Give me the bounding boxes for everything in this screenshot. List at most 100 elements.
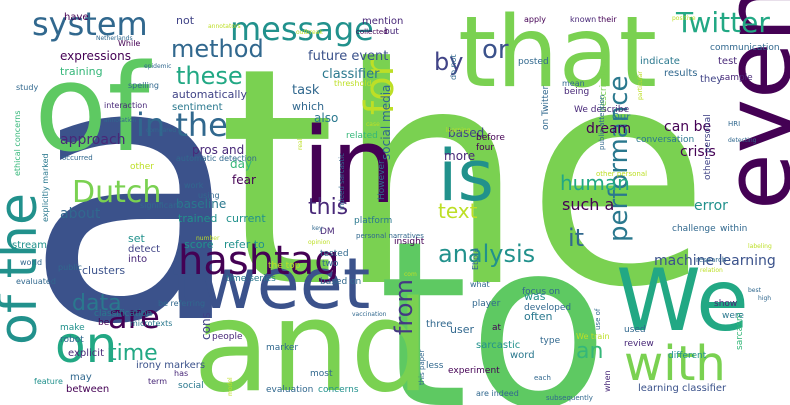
word-people: people	[212, 332, 243, 342]
word-feature: feature	[34, 377, 63, 386]
word-for: for	[357, 59, 403, 115]
word-score: score	[184, 238, 214, 251]
word-be-referring: be referring	[158, 299, 205, 308]
word-are: are	[108, 298, 160, 336]
word-to: to	[378, 193, 609, 405]
word-about: about	[60, 206, 101, 222]
word-classifier: classifier	[322, 67, 380, 82]
word-sample: sample	[720, 73, 753, 83]
word-results: results	[664, 68, 698, 79]
word-crisis: crisis	[680, 144, 716, 160]
word-performance: performance	[604, 75, 634, 242]
word-based-on: based on	[320, 277, 361, 287]
word-indeed-sarcastic: indeed sarcastic	[338, 153, 346, 210]
word-this-paper: this paper	[418, 350, 426, 385]
word-tweet: tweet	[172, 243, 370, 325]
word-at: at	[492, 323, 502, 333]
word-posted: posted	[518, 57, 549, 67]
word-social-media: social media	[379, 85, 393, 160]
word-public: public	[58, 263, 82, 272]
word-by: by	[434, 48, 463, 76]
word-type: type	[540, 336, 561, 346]
word-compared: compared	[146, 127, 176, 134]
word-is: is	[438, 135, 494, 217]
word-explicitly-marked: explicitly marked	[41, 153, 50, 222]
word-apply: apply	[524, 15, 546, 24]
word-detect: detect	[128, 244, 160, 255]
word-communication: communication	[710, 43, 780, 53]
word-not: not	[176, 14, 195, 27]
word-other-personal-2: other personal	[596, 170, 647, 178]
word-from: from	[390, 279, 418, 335]
word-a: a	[24, 0, 245, 403]
word-when: when	[603, 370, 612, 392]
word-challenge: challenge	[672, 224, 716, 234]
word-sarcastic: sarcastic	[476, 340, 520, 351]
word-show: show	[714, 299, 737, 309]
word-DM: DM	[320, 227, 335, 237]
word-most: most	[310, 369, 333, 379]
word-used: used	[624, 325, 646, 335]
word-other: other	[130, 162, 154, 172]
word-related: related	[346, 131, 378, 141]
word-they: they	[700, 74, 722, 85]
word-on: on	[55, 316, 117, 374]
word-but: but	[384, 27, 399, 37]
word-robot: robot	[60, 335, 84, 345]
word-sarcasm: sarcasm	[735, 312, 745, 350]
word-refer-to: refer to	[224, 238, 265, 251]
word-be: be	[98, 318, 110, 328]
word-conversation: conversation	[636, 135, 694, 145]
word-platform: platform	[354, 216, 392, 226]
word-Ebola: Ebola	[471, 248, 480, 270]
word-was: was	[524, 290, 546, 303]
word-such-a: such a	[562, 195, 614, 214]
word-indicate: indicate	[640, 56, 680, 67]
word-key: key	[312, 225, 323, 232]
word-mean: mean	[562, 79, 585, 88]
word-public-attention: public attention	[598, 95, 606, 150]
word-often: often	[524, 310, 552, 323]
word-We-describe: We describe	[574, 105, 630, 115]
word-threshold: threshold	[334, 79, 372, 88]
word-spelling: spelling	[128, 81, 159, 90]
word-human: human	[560, 171, 630, 195]
word-work: work	[184, 181, 204, 190]
word-sentiment: sentiment	[172, 102, 223, 113]
word-epidemic: epidemic	[144, 63, 171, 70]
word-ethical-concerns: ethical concerns	[13, 111, 22, 177]
word-automatic-detection: automatic detection	[176, 154, 257, 163]
word-based: based	[448, 126, 484, 140]
word-automatically: automatically	[172, 88, 247, 101]
word-being: being	[564, 87, 589, 97]
word-expressions: expressions	[60, 49, 131, 63]
word-Twitter: Twitter	[675, 6, 770, 39]
word-may: may	[70, 372, 92, 383]
word-in-the: in the	[136, 106, 228, 144]
word-use-of: use of	[594, 308, 602, 330]
word-can-be: can be	[664, 119, 711, 135]
word-an: an	[576, 339, 603, 364]
word-focus-on: focus on	[522, 287, 560, 297]
word-set: set	[128, 232, 145, 245]
word-task: task	[292, 83, 320, 98]
word-subsequently: subsequently	[546, 394, 593, 402]
word-future-event: future event	[308, 49, 388, 64]
word-explicit: explicit	[68, 348, 104, 359]
word-microtexts: microtexts	[130, 319, 172, 328]
word-event: event	[705, 0, 790, 210]
word-and: and	[193, 273, 430, 405]
word-best: best	[748, 287, 762, 294]
word-high: high	[758, 295, 771, 302]
word-model: model	[227, 377, 234, 396]
word-two: two	[322, 259, 339, 269]
word-have: have	[64, 12, 89, 23]
word-case: case	[366, 121, 380, 128]
word-the-top: the top	[268, 261, 301, 271]
word-user: user	[450, 323, 474, 336]
word-known: known	[570, 15, 596, 24]
word-error: error	[694, 198, 728, 214]
word-clusters: clusters	[82, 264, 125, 277]
word-player: player	[472, 299, 501, 309]
